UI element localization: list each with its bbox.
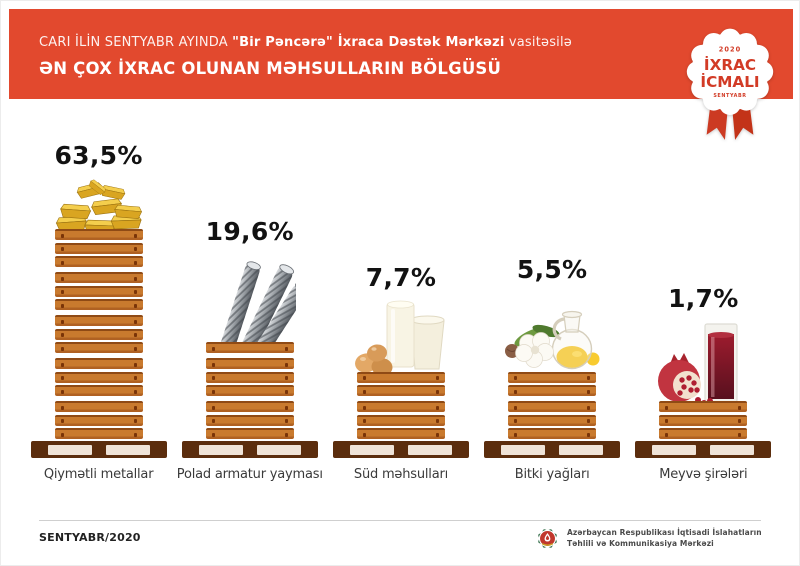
crate-plank <box>54 428 143 439</box>
organization-line1: Azərbaycan Respublikası İqtisadi İslahat… <box>567 527 762 537</box>
value-label: 5,5% <box>516 255 588 284</box>
crate-stack <box>205 340 294 439</box>
crate-plank <box>54 272 143 283</box>
crate-plank <box>659 428 748 439</box>
category-label: Polad armatur yayması <box>176 467 323 482</box>
fruit-juice-icon <box>658 322 738 406</box>
chart-column-fruit-juices: 1,7% <box>628 117 779 482</box>
badge-line1: İXRAC <box>704 55 756 74</box>
crate-plank <box>508 385 597 396</box>
export-bar-chart: 63,5% Qiymətli meta <box>23 117 779 482</box>
header-line1-bold: "Bir Pəncərə" İxraca Dəstək Mərkəzi <box>232 35 505 50</box>
crate-plank <box>508 428 597 439</box>
rosette-ribbon-icon: 2020 İXRAC İCMALI SENTYABR <box>686 28 774 140</box>
crate-plank <box>205 385 294 396</box>
crate-plank <box>356 385 445 396</box>
crate-plank <box>205 401 294 412</box>
pallet <box>484 441 621 458</box>
crate-plank <box>54 401 143 412</box>
azerbaijan-emblem-icon <box>538 529 557 548</box>
pallet <box>635 441 772 458</box>
crate-plank <box>508 371 597 383</box>
header-line1: CARI İLİN SENTYABR AYINDA "Bir Pəncərə" … <box>39 35 572 50</box>
crate-plank <box>508 401 597 412</box>
category-label: Qiymətli metallar <box>43 467 154 482</box>
value-label: 7,7% <box>365 263 437 292</box>
chart-column-vegetable-oils: 5,5% <box>477 117 628 482</box>
footer-organization: Azərbaycan Respublikası İqtisadi İslahat… <box>536 527 762 550</box>
header-line1-suffix: vasitəsilə <box>504 35 572 50</box>
crate-stack <box>659 399 748 439</box>
chart-column-dairy: 7,7% Süd məhsulları <box>325 117 476 482</box>
crate-stack <box>356 369 445 439</box>
crate-stack <box>508 369 597 439</box>
crate-plank <box>205 414 294 426</box>
organization-line2: Təhlili və Kommunikasiya Mərkəzi <box>567 538 714 548</box>
crate-plank <box>54 328 143 340</box>
crate-plank <box>205 371 294 383</box>
pallet <box>181 441 318 458</box>
crate-plank <box>54 315 143 326</box>
crate-plank <box>508 414 597 426</box>
header-line1-regular: CARI İLİN SENTYABR AYINDA <box>39 35 233 50</box>
crate-plank <box>54 299 143 310</box>
crate-plank <box>356 414 445 426</box>
crate-plank <box>356 428 445 439</box>
category-label: Meyvə şirələri <box>659 467 748 482</box>
crate-plank <box>54 285 143 297</box>
category-label: Bitki yağları <box>514 467 590 482</box>
crate-stack <box>54 227 143 439</box>
crate-plank <box>54 229 143 240</box>
crate-plank <box>205 342 294 353</box>
crate-plank <box>54 342 143 353</box>
value-label: 1,7% <box>668 283 739 313</box>
crate-plank <box>205 358 294 369</box>
header-band: CARI İLİN SENTYABR AYINDA "Bir Pəncərə" … <box>9 9 793 99</box>
footer-divider <box>39 520 761 521</box>
category-label: Süd məhsulları <box>353 467 449 482</box>
chart-column-precious-metals: 63,5% Qiymətli meta <box>23 117 174 482</box>
crate-plank <box>54 242 143 254</box>
crate-plank <box>356 401 445 412</box>
chart-column-steel-rebar: 19,6% <box>174 117 325 483</box>
crate-plank <box>54 385 143 396</box>
crate-plank <box>54 414 143 426</box>
badge-month: SENTYABR <box>713 93 746 99</box>
dairy-products-icon <box>355 300 445 377</box>
crate-plank <box>54 358 143 369</box>
badge-year: 2020 <box>719 45 741 53</box>
footer-date: SENTYABR/2020 <box>39 531 141 544</box>
value-label: 19,6% <box>205 216 294 246</box>
crate-plank <box>54 371 143 383</box>
page-title: ƏN ÇOX İXRAC OLUNAN MƏHSULLARIN BÖLGÜSÜ <box>39 59 502 78</box>
crate-plank <box>659 401 748 412</box>
vegetable-oil-icon <box>504 310 600 370</box>
ixrac-icmali-badge: 2020 İXRAC İCMALI SENTYABR <box>679 21 781 147</box>
value-label: 63,5% <box>54 140 143 170</box>
badge-line2: İCMALI <box>700 72 759 91</box>
pallet <box>332 441 469 458</box>
steel-rebar-icon <box>218 260 296 353</box>
organization-name: Azərbaycan Respublikası İqtisadi İslahat… <box>567 528 762 550</box>
crate-plank <box>54 256 143 267</box>
pallet <box>30 441 167 458</box>
crate-plank <box>659 414 748 426</box>
crate-plank <box>356 371 445 383</box>
crate-plank <box>205 428 294 439</box>
gold-bars-icon <box>55 177 142 233</box>
